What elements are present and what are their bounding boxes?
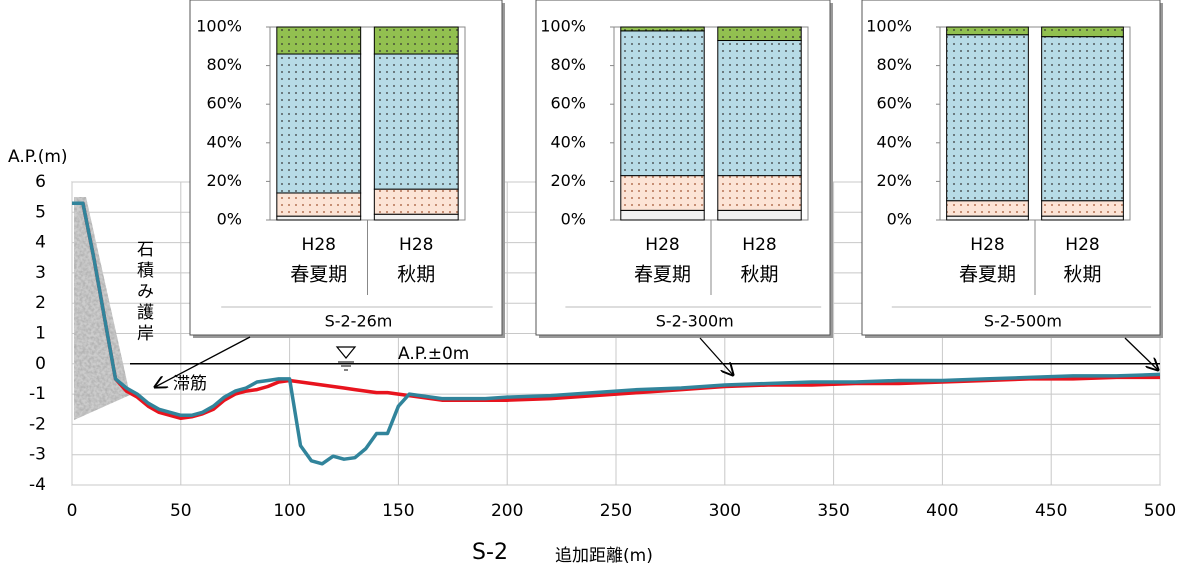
y-tick-label: -1 bbox=[29, 384, 46, 404]
y-tick-label: 3 bbox=[35, 263, 46, 283]
bar-segment bbox=[374, 189, 458, 214]
y-tick-label: 80% bbox=[206, 55, 242, 74]
x-tick-label: H28 bbox=[399, 235, 433, 255]
annotation: 石積み護岸 bbox=[133, 240, 154, 345]
x-tick-label: 春夏期 bbox=[290, 264, 347, 286]
inset-chart: 0% 20% 40% 60% 80% 100% H28 春夏期 H28 秋期 S-2-26m bbox=[190, 0, 505, 338]
x-tick-label: H28 bbox=[970, 235, 1004, 255]
bar-segment bbox=[718, 27, 801, 41]
x-tick-label: 秋期 bbox=[740, 264, 778, 286]
y-axis-title: A.P.(m) bbox=[8, 147, 68, 167]
x-tick-label: 50 bbox=[170, 501, 192, 521]
bar-segment bbox=[947, 216, 1029, 220]
bar-segment bbox=[1042, 37, 1124, 201]
annotation: 滞筋 bbox=[173, 374, 207, 394]
bar-segment bbox=[718, 176, 801, 211]
y-tick-label: -3 bbox=[29, 445, 46, 465]
y-tick-label: 20% bbox=[876, 171, 912, 190]
bar-segment bbox=[947, 201, 1029, 216]
inset-title: S-2-300m bbox=[656, 312, 734, 331]
x-tick-label: 200 bbox=[491, 501, 523, 521]
bar-segment bbox=[374, 214, 458, 220]
bar-segment bbox=[277, 193, 361, 216]
y-tick-label: 0% bbox=[217, 210, 242, 229]
y-tick-label: 0% bbox=[887, 210, 912, 229]
x-tick-label: H28 bbox=[742, 235, 776, 255]
x-axis-title: 追加距離(m) bbox=[555, 546, 653, 566]
section-label: S-2 bbox=[472, 540, 508, 565]
reference-label: A.P.±0m bbox=[398, 344, 469, 364]
bar-segment bbox=[1042, 27, 1124, 37]
y-tick-label: 1 bbox=[35, 324, 46, 344]
y-tick-label: 40% bbox=[876, 132, 912, 151]
y-tick-label: 0 bbox=[35, 354, 46, 374]
y-tick-label: 2 bbox=[35, 293, 46, 313]
bar-segment bbox=[1042, 201, 1124, 216]
y-tick-label: 20% bbox=[550, 171, 586, 190]
bar-segment bbox=[374, 54, 458, 189]
bar-segment bbox=[277, 54, 361, 193]
y-tick-label: 100% bbox=[866, 17, 912, 36]
x-tick-label: 300 bbox=[709, 501, 741, 521]
x-tick-label: 春夏期 bbox=[634, 264, 691, 286]
y-tick-label: 80% bbox=[550, 55, 586, 74]
x-tick-label: H28 bbox=[645, 235, 679, 255]
x-tick-label: H28 bbox=[1065, 235, 1099, 255]
x-tick-label: 秋期 bbox=[397, 264, 435, 286]
bar-segment bbox=[277, 27, 361, 54]
y-tick-label: 5 bbox=[35, 202, 46, 222]
inset-title: S-2-26m bbox=[325, 312, 393, 331]
y-tick-label: 60% bbox=[206, 94, 242, 113]
chart: -4 -3 -2 -1 0 1 2 3 4 5 6 0 50 100 150 200 250 300 350 400 4… bbox=[0, 0, 1179, 573]
x-tick-label: H28 bbox=[302, 235, 336, 255]
x-tick-label: 100 bbox=[273, 501, 305, 521]
bar-segment bbox=[621, 210, 704, 220]
y-tick-label: 100% bbox=[540, 17, 586, 36]
insets: 0% 20% 40% 60% 80% 100% H28 春夏期 H28 秋期 S-2-26m 0% 20… bbox=[190, 0, 1163, 338]
y-tick-label: 6 bbox=[35, 172, 46, 192]
inset-title: S-2-500m bbox=[984, 312, 1062, 331]
page: {"chart_data":[ {"type":"line","ylabel":… bbox=[0, 0, 1179, 573]
bar-segment bbox=[621, 27, 704, 31]
inset-chart: 0% 20% 40% 60% 80% 100% H28 春夏期 H28 秋期 S-2-500m bbox=[862, 0, 1163, 338]
x-tick-label: 秋期 bbox=[1063, 264, 1101, 286]
bar-segment bbox=[1042, 216, 1124, 220]
bar-segment bbox=[621, 176, 704, 211]
x-tick-label: 400 bbox=[926, 501, 958, 521]
inset-chart: 0% 20% 40% 60% 80% 100% H28 春夏期 H28 秋期 S-2-300m bbox=[536, 0, 833, 338]
bar-segment bbox=[718, 210, 801, 220]
y-tick-label: 80% bbox=[876, 55, 912, 74]
y-tick-label: 4 bbox=[35, 233, 46, 253]
y-tick-label: 40% bbox=[550, 132, 586, 151]
y-tick-label: 20% bbox=[206, 171, 242, 190]
x-tick-label: 0 bbox=[67, 501, 78, 521]
y-tick-label: -2 bbox=[29, 414, 46, 434]
bar-segment bbox=[277, 216, 361, 220]
x-tick-label: 春夏期 bbox=[959, 264, 1016, 286]
x-tick-label: 350 bbox=[817, 501, 849, 521]
y-tick-label: 60% bbox=[876, 94, 912, 113]
x-tick-label: 250 bbox=[600, 501, 632, 521]
x-tick-label: 500 bbox=[1144, 501, 1176, 521]
y-tick-label: 60% bbox=[550, 94, 586, 113]
y-tick-label: -4 bbox=[29, 475, 46, 495]
x-tick-label: 450 bbox=[1035, 501, 1067, 521]
y-tick-label: 40% bbox=[206, 132, 242, 151]
bar-segment bbox=[947, 35, 1029, 201]
bar-segment bbox=[718, 41, 801, 176]
bar-segment bbox=[947, 27, 1029, 35]
x-tick-label: 150 bbox=[382, 501, 414, 521]
y-tick-label: 0% bbox=[561, 210, 586, 229]
bar-segment bbox=[374, 27, 458, 54]
bar-segment bbox=[621, 31, 704, 176]
y-tick-label: 100% bbox=[196, 17, 242, 36]
